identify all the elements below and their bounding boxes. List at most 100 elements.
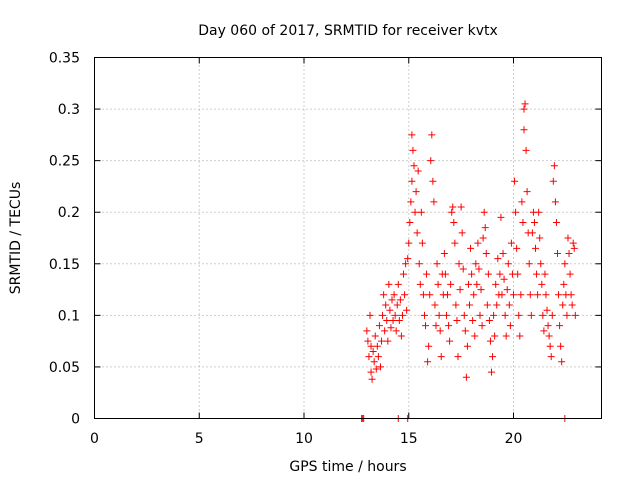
data-point <box>497 213 505 221</box>
data-point <box>449 203 457 211</box>
data-point <box>432 322 440 330</box>
data-point <box>566 270 574 278</box>
data-point <box>411 208 419 216</box>
data-point <box>407 198 415 206</box>
data-point <box>501 311 509 319</box>
data-point <box>469 317 477 325</box>
data-point <box>539 311 547 319</box>
data-point <box>427 157 435 165</box>
data-point <box>420 311 428 319</box>
data-point <box>387 324 395 332</box>
data-point <box>374 353 382 361</box>
data-point <box>471 332 479 340</box>
data-point <box>364 337 372 345</box>
data-point <box>371 332 379 340</box>
data-point <box>403 306 411 314</box>
data-point <box>514 270 522 278</box>
y-tick-label: 0.1 <box>58 308 80 324</box>
data-point <box>543 306 551 314</box>
data-point <box>545 332 553 340</box>
y-tick-label: 0.35 <box>49 51 80 67</box>
data-point <box>406 219 414 227</box>
data-point <box>425 342 433 350</box>
data-point <box>541 270 549 278</box>
x-tick-label: 5 <box>195 431 204 447</box>
data-point <box>537 260 545 268</box>
data-point <box>428 131 436 139</box>
data-point <box>456 286 464 294</box>
data-point <box>507 239 515 247</box>
grid <box>94 57 602 419</box>
data-point <box>397 332 405 340</box>
data-point <box>459 265 467 273</box>
data-point <box>436 327 444 335</box>
data-point <box>396 296 404 304</box>
data-point <box>433 260 441 268</box>
data-point <box>464 280 472 288</box>
data-point <box>521 100 529 108</box>
data-point <box>555 291 563 299</box>
data-point <box>414 167 422 175</box>
data-point <box>423 270 431 278</box>
data-point <box>498 291 506 299</box>
data-point <box>502 332 510 340</box>
data-point <box>565 249 573 257</box>
data-point <box>424 358 432 366</box>
data-point <box>383 317 391 325</box>
x-tick-label: 20 <box>505 431 523 447</box>
data-point <box>376 363 384 371</box>
data-point <box>409 146 417 154</box>
data-point <box>518 198 526 206</box>
data-point <box>560 280 568 288</box>
data-point <box>410 162 418 170</box>
data-point <box>569 239 577 247</box>
data-point <box>499 249 507 257</box>
data-point <box>437 353 445 361</box>
data-point <box>369 347 377 355</box>
data-point <box>516 332 524 340</box>
data-point <box>370 358 378 366</box>
data-point <box>416 280 424 288</box>
data-point <box>373 342 381 350</box>
data-point <box>571 311 579 319</box>
data-point <box>547 353 555 361</box>
data-point <box>388 296 396 304</box>
data-point <box>415 260 423 268</box>
data-point <box>491 332 499 340</box>
data-point <box>466 301 474 309</box>
data-point <box>445 322 453 330</box>
data-point <box>440 249 448 257</box>
data-point <box>504 260 512 268</box>
data-point <box>447 280 455 288</box>
data-point <box>557 342 565 350</box>
data-point <box>408 131 416 139</box>
data-point <box>535 208 543 216</box>
data-point <box>457 203 465 211</box>
y-tick-label: 0.25 <box>49 154 80 170</box>
data-point <box>532 244 540 252</box>
data-point <box>568 301 576 309</box>
data-point <box>375 322 383 330</box>
data-point <box>413 229 421 237</box>
data-point <box>472 260 480 268</box>
y-tick-label: 0.05 <box>49 360 80 376</box>
data-point <box>484 270 492 278</box>
x-tick-label: 15 <box>400 431 418 447</box>
tick-labels: 0 0.05 0.1 0.15 0.2 0.25 0.3 0.35 0 5 10 15 20 <box>49 51 523 448</box>
data-points <box>358 100 579 422</box>
y-tick-label: 0.3 <box>58 102 80 118</box>
data-point <box>490 311 498 319</box>
x-axis-label: GPS time / hours <box>289 459 406 475</box>
data-point <box>363 327 371 335</box>
data-point <box>538 280 546 288</box>
data-point <box>496 270 504 278</box>
data-point <box>429 177 437 185</box>
data-point <box>520 126 528 134</box>
data-point <box>564 234 572 242</box>
data-point <box>455 260 463 268</box>
data-point <box>402 260 410 268</box>
data-point <box>435 311 443 319</box>
data-point <box>408 177 416 185</box>
data-point <box>431 301 439 309</box>
data-point <box>401 291 409 299</box>
